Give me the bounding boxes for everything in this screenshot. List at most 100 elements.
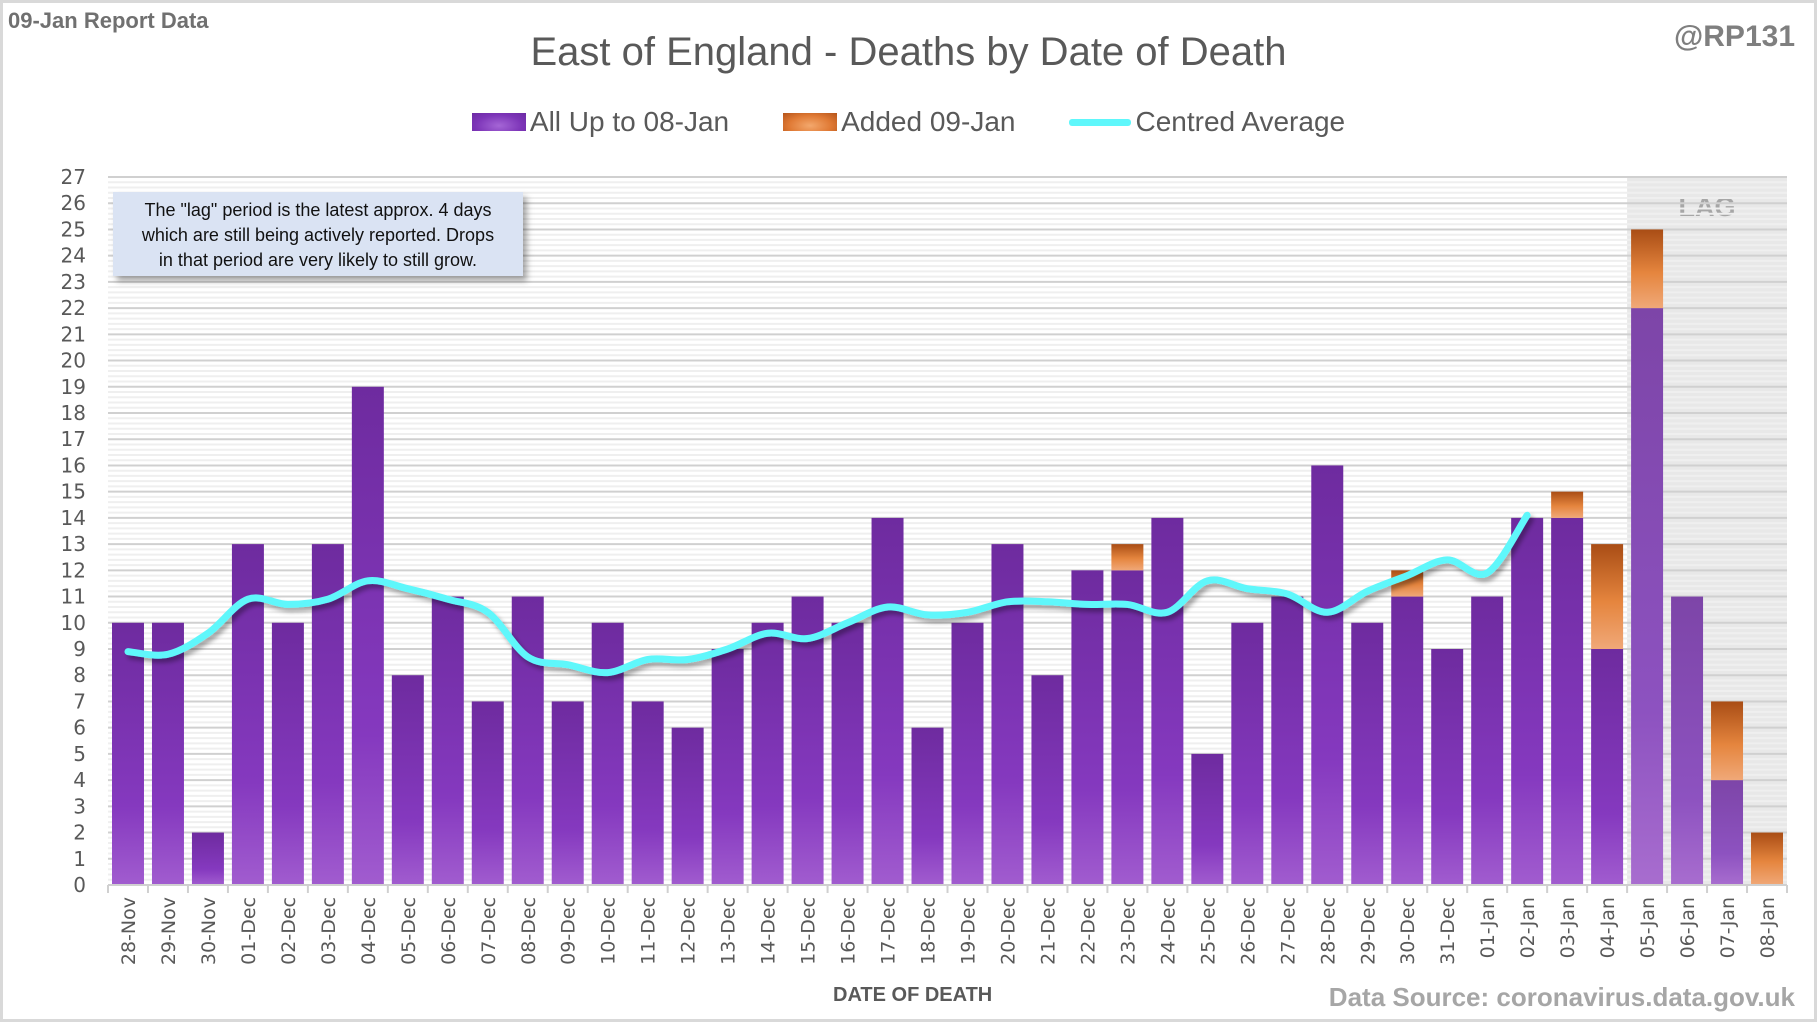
bar-added — [1751, 832, 1784, 885]
bar-all-up-to — [791, 596, 824, 885]
x-tick-label: 13-Dec — [718, 897, 740, 965]
x-tick-label: 04-Jan — [1597, 897, 1619, 958]
bar-all-up-to — [631, 701, 664, 885]
x-axis-title: DATE OF DEATH — [833, 984, 993, 1006]
x-tick-label: 06-Dec — [438, 897, 460, 965]
x-tick-label: 15-Dec — [798, 897, 820, 965]
bar-all-up-to — [1111, 570, 1144, 885]
x-tick-label: 09-Dec — [558, 897, 580, 965]
x-tick-label: 23-Dec — [1117, 897, 1139, 965]
note-line-2: which are still being actively reported.… — [141, 225, 495, 245]
bar-all-up-to — [471, 701, 504, 885]
bar-all-up-to — [1591, 649, 1624, 885]
x-tick-label: 04-Dec — [358, 897, 380, 965]
x-tick-label: 08-Dec — [518, 897, 540, 965]
chart-title: East of England - Deaths by Date of Deat… — [530, 30, 1287, 74]
y-tick-label: 5 — [73, 742, 86, 766]
y-tick-label: 13 — [61, 532, 86, 556]
x-tick-label: 19-Dec — [957, 897, 979, 965]
x-tick-label: 05-Dec — [398, 897, 420, 965]
bar-all-up-to — [551, 701, 584, 885]
x-tick-label: 14-Dec — [758, 897, 780, 965]
bar-all-up-to — [1191, 753, 1224, 885]
report-date-label: 09-Jan Report Data — [8, 8, 209, 33]
bar-added — [1591, 544, 1624, 649]
y-tick-label: 26 — [61, 191, 86, 215]
bar-added — [1631, 229, 1664, 309]
y-tick-label: 10 — [61, 611, 86, 635]
y-tick-label: 12 — [61, 558, 86, 582]
x-tick-label: 28-Dec — [1317, 897, 1339, 965]
y-tick-label: 15 — [61, 480, 86, 504]
bar-all-up-to — [751, 622, 784, 885]
legend: All Up to 08-Jan Added 09-Jan Centred Av… — [0, 106, 1817, 138]
bar-all-up-to — [871, 517, 904, 885]
bar-all-up-to — [511, 596, 544, 885]
author-handle: @RP131 — [1674, 20, 1795, 53]
x-tick-label: 11-Dec — [638, 897, 660, 965]
x-tick-label: 16-Dec — [838, 897, 860, 965]
y-tick-label: 17 — [61, 427, 86, 451]
legend-label: Centred Average — [1135, 106, 1346, 137]
bar-all-up-to — [351, 386, 384, 885]
x-tick-label: 08-Jan — [1757, 897, 1779, 958]
x-tick-label: 30-Dec — [1397, 897, 1419, 965]
bar-all-up-to — [391, 675, 424, 885]
x-tick-label: 29-Nov — [158, 897, 180, 965]
bar-all-up-to — [111, 622, 144, 885]
bar-all-up-to — [1071, 570, 1104, 885]
x-tick-label: 29-Dec — [1357, 897, 1379, 965]
bar-all-up-to — [951, 622, 984, 885]
bar-all-up-to — [1711, 780, 1744, 885]
x-tick-label: 26-Dec — [1237, 897, 1259, 965]
x-tick-label: 27-Dec — [1277, 897, 1299, 965]
y-tick-label: 3 — [73, 794, 86, 818]
y-tick-label: 2 — [73, 821, 86, 845]
bar-all-up-to — [1311, 465, 1344, 885]
x-tick-label: 17-Dec — [878, 897, 900, 965]
bar-all-up-to — [151, 622, 184, 885]
bar-all-up-to — [711, 649, 744, 885]
centred-average-line — [124, 511, 1531, 677]
data-source: Data Source: coronavirus.data.gov.uk — [1328, 982, 1795, 1012]
bar-all-up-to — [1271, 596, 1304, 885]
y-tick-label: 14 — [61, 506, 86, 530]
y-tick-label: 23 — [61, 270, 86, 294]
x-tick-label: 20-Dec — [997, 897, 1019, 965]
bar-all-up-to — [1431, 649, 1464, 885]
legend-item-all-up-to: All Up to 08-Jan — [471, 106, 730, 138]
legend-label: Added 09-Jan — [841, 106, 1016, 137]
y-tick-label: 11 — [61, 585, 86, 609]
bar-all-up-to — [991, 544, 1024, 885]
legend-label: All Up to 08-Jan — [529, 106, 730, 137]
y-tick-label: 22 — [61, 296, 86, 320]
y-tick-label: 20 — [61, 349, 86, 373]
y-tick-label: 24 — [61, 244, 86, 268]
note-line-3: in that period are very likely to still … — [158, 250, 478, 270]
bar-all-up-to — [911, 727, 944, 885]
legend-item-centred-average: Centred Average — [1069, 106, 1345, 138]
x-tick-label: 21-Dec — [1037, 897, 1059, 965]
bar-all-up-to — [1551, 517, 1584, 885]
bar-all-up-to — [1471, 596, 1504, 885]
legend-swatch-orange — [783, 113, 838, 131]
bar-all-up-to — [1031, 675, 1064, 885]
bar-all-up-to — [1151, 517, 1184, 885]
y-tick-label: 21 — [61, 322, 86, 346]
bar-all-up-to — [1511, 517, 1544, 885]
y-tick-label: 4 — [73, 768, 86, 792]
legend-item-added: Added 09-Jan — [783, 106, 1015, 138]
x-tick-label: 02-Jan — [1517, 897, 1539, 958]
bar-all-up-to — [271, 622, 304, 885]
x-tick-label: 01-Jan — [1477, 897, 1499, 958]
x-tick-label: 05-Jan — [1637, 897, 1659, 958]
y-tick-label: 25 — [61, 217, 86, 241]
x-tick-label: 03-Jan — [1557, 897, 1579, 958]
x-tick-label: 30-Nov — [198, 897, 220, 965]
x-tick-label: 02-Dec — [278, 897, 300, 965]
bar-all-up-to — [671, 727, 704, 885]
bar-added — [1711, 701, 1744, 781]
legend-swatch-line — [1069, 118, 1132, 126]
y-tick-label: 0 — [73, 873, 86, 897]
